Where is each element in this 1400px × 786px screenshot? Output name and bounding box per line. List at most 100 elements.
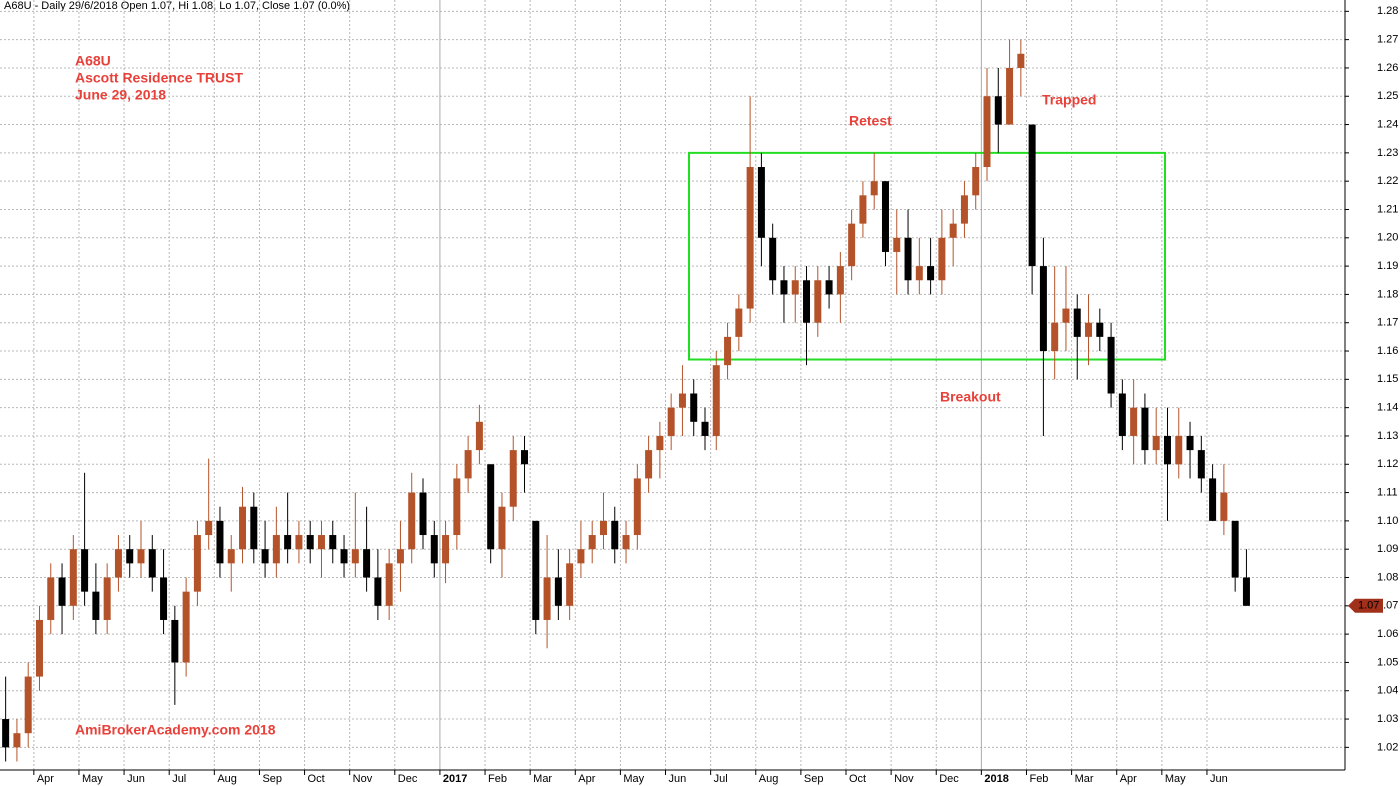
candle-body (1051, 322, 1059, 352)
candle-body (803, 280, 811, 323)
candle-body (148, 549, 156, 578)
candle-body (1096, 322, 1104, 337)
symbol-annotation: A68U (75, 53, 111, 69)
y-tick-label: 1.26 (1377, 62, 1398, 74)
candle-body (227, 549, 235, 564)
candle-body (216, 520, 224, 564)
x-tick-label: Aug (759, 773, 779, 785)
y-tick-label: 1.09 (1377, 543, 1398, 555)
y-tick-label: 1.04 (1377, 685, 1398, 697)
candle-body (317, 535, 325, 550)
candle-body (1220, 492, 1228, 521)
retest-annotation: Retest (849, 113, 892, 129)
candle-body (1130, 407, 1138, 436)
candle-body (1028, 124, 1036, 267)
candle-body (645, 450, 653, 479)
candle-body (340, 549, 348, 564)
candle-body (193, 535, 201, 592)
candle-body (509, 450, 517, 507)
candle-body (757, 167, 765, 238)
candle-body (35, 619, 43, 677)
candle-body (2, 719, 10, 748)
y-tick-label: 1.28 (1377, 5, 1398, 17)
y-tick-label: 1.05 (1377, 656, 1398, 668)
trapped-annotation: Trapped (1042, 92, 1096, 108)
candle-body (103, 577, 111, 620)
x-tick-label: Feb (488, 773, 507, 785)
candle-body (408, 492, 416, 550)
x-tick-label: Aug (217, 773, 237, 785)
candle-body (69, 549, 77, 606)
candle-body (588, 535, 596, 550)
candle-body (295, 535, 303, 550)
candle-body (949, 223, 957, 238)
x-tick-label: Sep (262, 773, 282, 785)
watermark: AmiBrokerAcademy.com 2018 (75, 722, 276, 738)
candle-body (419, 492, 427, 536)
candle-body (475, 421, 483, 451)
candle-body (126, 549, 134, 564)
candle-body (543, 577, 551, 620)
y-tick-label: 1.06 (1377, 628, 1398, 640)
y-tick-label: 1.20 (1377, 232, 1398, 244)
y-tick-label: 1.03 (1377, 713, 1398, 725)
range-box (688, 151, 1166, 361)
candle-body (160, 577, 168, 620)
candle-body (1006, 67, 1014, 125)
last-price-label: 1.07 (1358, 600, 1379, 612)
candle-body (566, 563, 574, 606)
x-tick-label: Jun (669, 773, 687, 785)
candle-body (904, 237, 912, 281)
candle-body (1039, 266, 1047, 352)
candle-body (1141, 407, 1149, 451)
candle-body (667, 407, 675, 436)
candle-body (611, 520, 619, 550)
candle-body (250, 506, 258, 550)
x-tick-label: 2017 (443, 773, 467, 785)
y-tick-label: 1.16 (1377, 345, 1398, 357)
candle-body (1163, 435, 1171, 465)
candle-body (137, 549, 145, 564)
candle-body (870, 181, 878, 196)
candle-body (13, 733, 21, 748)
candle-body (712, 365, 720, 436)
candle-body (363, 549, 371, 578)
candle-body (171, 619, 179, 663)
candle-body (859, 195, 867, 224)
candle-body (994, 96, 1002, 125)
x-tick-label: Apr (578, 773, 595, 785)
candle-body (374, 577, 382, 606)
candle-body (701, 421, 709, 436)
x-tick-label: May (623, 773, 644, 785)
candle-body (1085, 322, 1093, 337)
candle-body (825, 280, 833, 295)
candle-body (1242, 577, 1250, 606)
x-tick-label: Oct (849, 773, 866, 785)
x-tick-label: Jul (714, 773, 728, 785)
date-annotation: June 29, 2018 (75, 87, 166, 103)
candle-body (893, 237, 901, 252)
candle-body (915, 266, 923, 281)
candle-body (1186, 435, 1194, 451)
candle-body (848, 223, 856, 267)
x-tick-label: Mar (1075, 773, 1094, 785)
candle-body (1175, 435, 1183, 465)
candle-body (239, 506, 247, 550)
candle-body (1062, 308, 1070, 323)
candle-body (58, 577, 66, 606)
candle-body (836, 266, 844, 295)
company-annotation: Ascott Residence TRUST (75, 70, 243, 86)
x-tick-label: Apr (37, 773, 54, 785)
candle-body (1017, 53, 1025, 68)
candle-body (306, 535, 314, 550)
candle-body (261, 549, 269, 564)
y-tick-label: 1.13 (1377, 430, 1398, 442)
candle-body (1118, 393, 1126, 436)
candle-body (24, 676, 32, 734)
candle-body (678, 393, 686, 408)
x-tick-label: May (82, 773, 103, 785)
candle-body (205, 520, 213, 536)
candle-body (881, 181, 889, 252)
candle-body (622, 535, 630, 550)
candle-body (577, 549, 585, 564)
